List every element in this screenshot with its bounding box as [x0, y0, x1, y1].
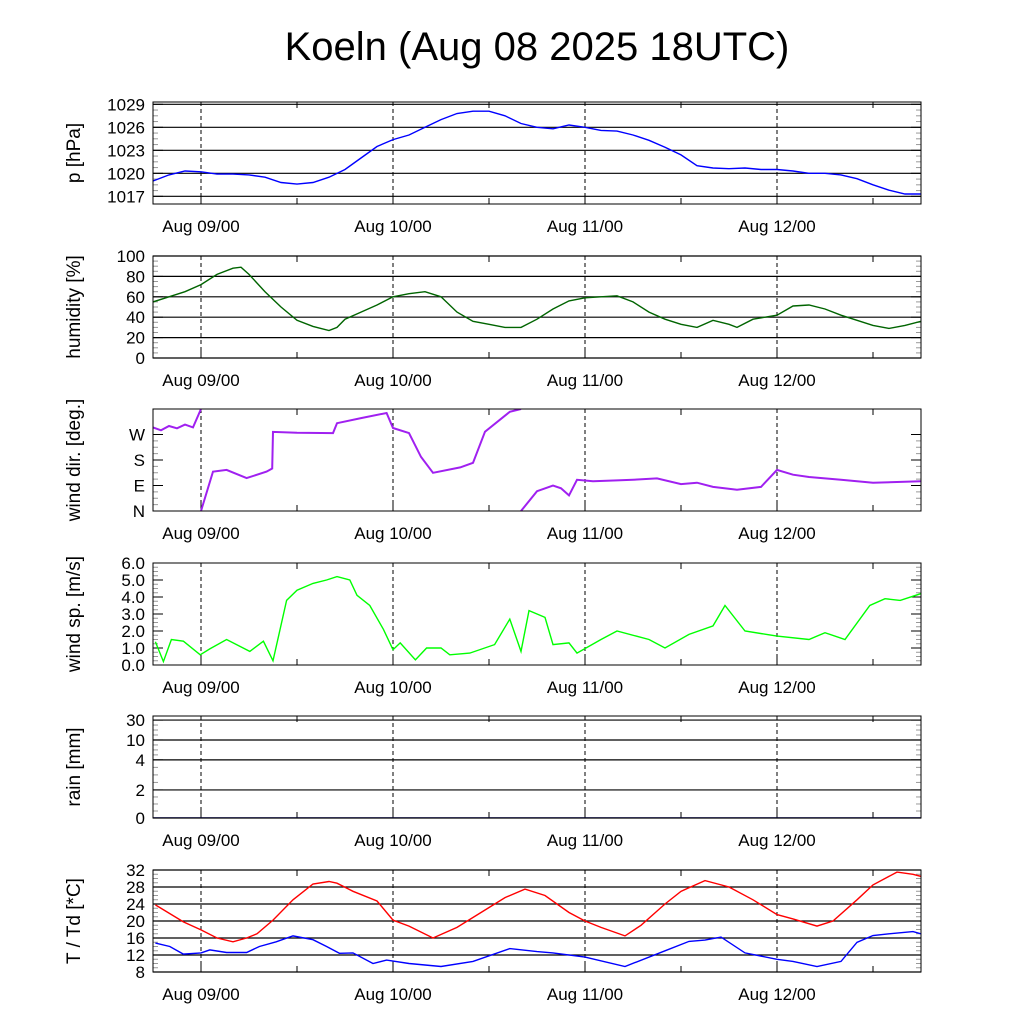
- y-tick-label: 20: [126, 329, 145, 348]
- y-tick-label: 0.0: [121, 656, 145, 675]
- x-tick-label: Aug 12/00: [738, 217, 816, 236]
- y-tick-label: W: [129, 426, 145, 445]
- y-axis-label: humidity [%]: [64, 255, 85, 358]
- x-tick-label: Aug 11/00: [547, 217, 623, 236]
- x-tick-label: Aug 11/00: [547, 678, 623, 697]
- panel-humidity: Aug 09/00 Aug 10/00 Aug 11/00 Aug 12/00 020 4…: [64, 247, 922, 390]
- panel-wind_direction: Aug 09/00 Aug 10/00 Aug 11/00 Aug 12/00 NESW…: [64, 399, 922, 543]
- series-line-T: [155, 871, 921, 943]
- x-tick-label: Aug 09/00: [162, 524, 240, 543]
- x-tick-label: Aug 12/00: [738, 678, 816, 697]
- panel-frame: [152, 255, 922, 359]
- y-tick-label: 8: [136, 963, 145, 982]
- y-tick-label: 1020: [107, 164, 145, 183]
- y-tick-label: 32: [126, 861, 145, 880]
- y-tick-label: 100: [117, 247, 145, 266]
- x-tick-label: Aug 10/00: [354, 678, 432, 697]
- x-tick-label: Aug 11/00: [547, 371, 623, 390]
- panel-wind_speed: Aug 09/00 Aug 10/00 Aug 11/00 Aug 12/00 0.01…: [64, 554, 922, 697]
- x-tick-label: Aug 09/00: [162, 678, 240, 697]
- y-tick-label: 28: [126, 878, 145, 897]
- y-tick-label: N: [133, 502, 145, 521]
- x-tick-label: Aug 09/00: [162, 371, 240, 390]
- y-axis-label: wind sp. [m/s]: [64, 556, 85, 673]
- y-tick-label: 1.0: [121, 639, 145, 658]
- y-tick-label: 80: [126, 267, 145, 286]
- y-axis-label: T / Td [*C]: [64, 878, 85, 964]
- y-tick-label: 0: [136, 349, 145, 368]
- panel-rain: Aug 09/00 Aug 10/00 Aug 11/00 Aug 12/00 0 2 41…: [64, 711, 922, 850]
- y-tick-label: 20: [126, 912, 145, 931]
- x-tick-label: Aug 09/00: [162, 831, 240, 850]
- panel-pressure: Aug 09/00 Aug 10/00 Aug 11/00 Aug 12/00 1017…: [64, 95, 922, 236]
- y-tick-label: 10: [126, 731, 145, 750]
- y-axis-label: wind dir. [deg.]: [64, 399, 85, 523]
- panel-frame: [152, 869, 922, 973]
- x-tick-label: Aug 09/00: [162, 985, 240, 1004]
- y-tick-label: 1026: [107, 118, 145, 137]
- y-tick-label: 40: [126, 308, 145, 327]
- y-tick-label: 2: [136, 781, 145, 800]
- panel-temperature: Aug 09/00 Aug 10/00 Aug 11/00 Aug 12/00 8121…: [64, 861, 922, 1004]
- panel-frame: [152, 408, 922, 512]
- chart-title: Koeln (Aug 08 2025 18UTC): [285, 25, 790, 69]
- y-tick-label: 16: [126, 929, 145, 948]
- x-tick-label: Aug 10/00: [354, 217, 432, 236]
- y-tick-label: E: [134, 477, 145, 496]
- y-tick-label: 6.0: [121, 554, 145, 573]
- panel-frame: [152, 715, 922, 819]
- panel-frame: [152, 562, 922, 666]
- x-tick-label: Aug 10/00: [354, 524, 432, 543]
- x-tick-label: Aug 10/00: [354, 985, 432, 1004]
- series-line-wind-speed: [154, 575, 921, 664]
- series-line-pressure: [153, 110, 921, 195]
- y-tick-label: 12: [126, 946, 145, 965]
- x-tick-label: Aug 12/00: [738, 371, 816, 390]
- y-tick-label: 2.0: [121, 622, 145, 641]
- y-tick-label: 24: [126, 895, 145, 914]
- y-tick-label: 3.0: [121, 605, 145, 624]
- y-tick-label: 1029: [107, 95, 145, 114]
- y-tick-label: 60: [126, 288, 145, 307]
- series-line-humidity: [153, 266, 921, 332]
- x-tick-label: Aug 12/00: [738, 831, 816, 850]
- x-tick-label: Aug 12/00: [738, 524, 816, 543]
- y-axis-label: rain [mm]: [64, 727, 85, 806]
- x-tick-label: Aug 09/00: [162, 217, 240, 236]
- x-tick-label: Aug 12/00: [738, 985, 816, 1004]
- y-axis-label: p [hPa]: [64, 123, 85, 183]
- y-tick-label: 0: [136, 809, 145, 828]
- y-tick-label: 4.0: [121, 588, 145, 607]
- y-tick-label: 1017: [107, 187, 145, 206]
- x-tick-label: Aug 11/00: [547, 524, 623, 543]
- x-tick-label: Aug 10/00: [354, 831, 432, 850]
- y-tick-label: 30: [126, 711, 145, 730]
- x-tick-label: Aug 10/00: [354, 371, 432, 390]
- series-line-wind-direction: [153, 409, 921, 511]
- series-line-Td: [155, 930, 921, 968]
- y-tick-label: 4: [136, 751, 145, 770]
- x-tick-label: Aug 11/00: [547, 985, 623, 1004]
- y-tick-label: 1023: [107, 141, 145, 160]
- x-tick-label: Aug 11/00: [547, 831, 623, 850]
- panel-frame: [152, 101, 922, 205]
- y-tick-label: S: [134, 451, 145, 470]
- y-tick-label: 5.0: [121, 571, 145, 590]
